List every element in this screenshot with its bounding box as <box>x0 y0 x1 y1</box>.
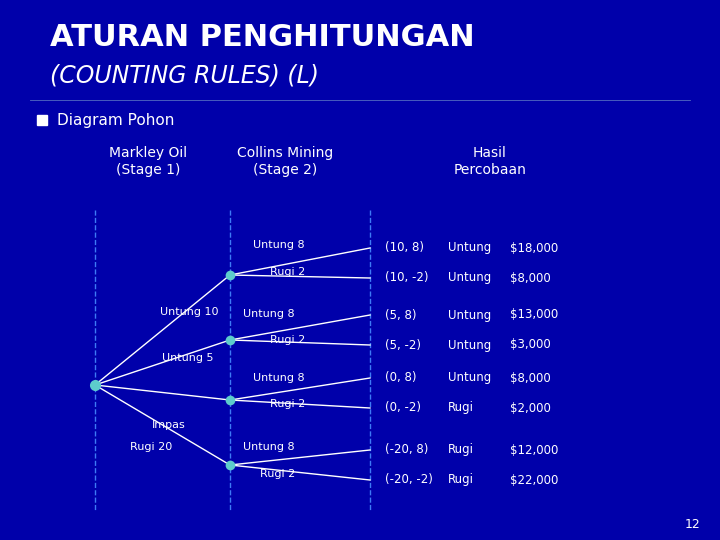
Text: Untung: Untung <box>448 241 491 254</box>
Text: Untung: Untung <box>448 308 491 321</box>
Text: Untung: Untung <box>448 372 491 384</box>
Text: Impas: Impas <box>152 420 186 430</box>
Text: Untung: Untung <box>448 272 491 285</box>
Text: $12,000: $12,000 <box>510 443 559 456</box>
Text: Hasil: Hasil <box>473 146 507 160</box>
Text: Untung: Untung <box>448 339 491 352</box>
Text: $13,000: $13,000 <box>510 308 558 321</box>
Text: 12: 12 <box>684 518 700 531</box>
Text: (10, -2): (10, -2) <box>385 272 428 285</box>
Text: $2,000: $2,000 <box>510 402 551 415</box>
Text: $8,000: $8,000 <box>510 272 551 285</box>
Text: Untung 8: Untung 8 <box>253 373 305 383</box>
Text: (10, 8): (10, 8) <box>385 241 424 254</box>
Text: Percobaan: Percobaan <box>454 163 526 177</box>
Text: $22,000: $22,000 <box>510 474 559 487</box>
Text: $18,000: $18,000 <box>510 241 558 254</box>
Text: (-20, -2): (-20, -2) <box>385 474 433 487</box>
Text: Rugi: Rugi <box>448 443 474 456</box>
Text: Rugi: Rugi <box>448 474 474 487</box>
Text: Untung 8: Untung 8 <box>243 442 295 452</box>
Text: Rugi: Rugi <box>448 402 474 415</box>
Text: (0, -2): (0, -2) <box>385 402 421 415</box>
Text: (-20, 8): (-20, 8) <box>385 443 428 456</box>
Text: Untung 5: Untung 5 <box>162 353 214 363</box>
Text: (COUNTING RULES) (L): (COUNTING RULES) (L) <box>50 63 319 87</box>
Text: Rugi 2: Rugi 2 <box>270 399 305 409</box>
Text: Rugi 2: Rugi 2 <box>270 267 305 277</box>
Text: Rugi 2: Rugi 2 <box>270 335 305 345</box>
Text: Rugi 20: Rugi 20 <box>130 442 172 452</box>
Text: ATURAN PENGHITUNGAN: ATURAN PENGHITUNGAN <box>50 24 474 52</box>
Text: Markley Oil: Markley Oil <box>109 146 187 160</box>
Text: Untung 8: Untung 8 <box>243 309 295 319</box>
Text: Diagram Pohon: Diagram Pohon <box>57 112 174 127</box>
Text: Untung 8: Untung 8 <box>253 240 305 250</box>
Text: Collins Mining: Collins Mining <box>237 146 333 160</box>
Text: (5, -2): (5, -2) <box>385 339 421 352</box>
Text: (Stage 2): (Stage 2) <box>253 163 317 177</box>
Text: (5, 8): (5, 8) <box>385 308 416 321</box>
Text: (Stage 1): (Stage 1) <box>116 163 180 177</box>
Text: $3,000: $3,000 <box>510 339 551 352</box>
Text: (0, 8): (0, 8) <box>385 372 416 384</box>
Text: $8,000: $8,000 <box>510 372 551 384</box>
Text: Untung 10: Untung 10 <box>160 307 218 317</box>
Text: Rugi 2: Rugi 2 <box>260 469 295 479</box>
